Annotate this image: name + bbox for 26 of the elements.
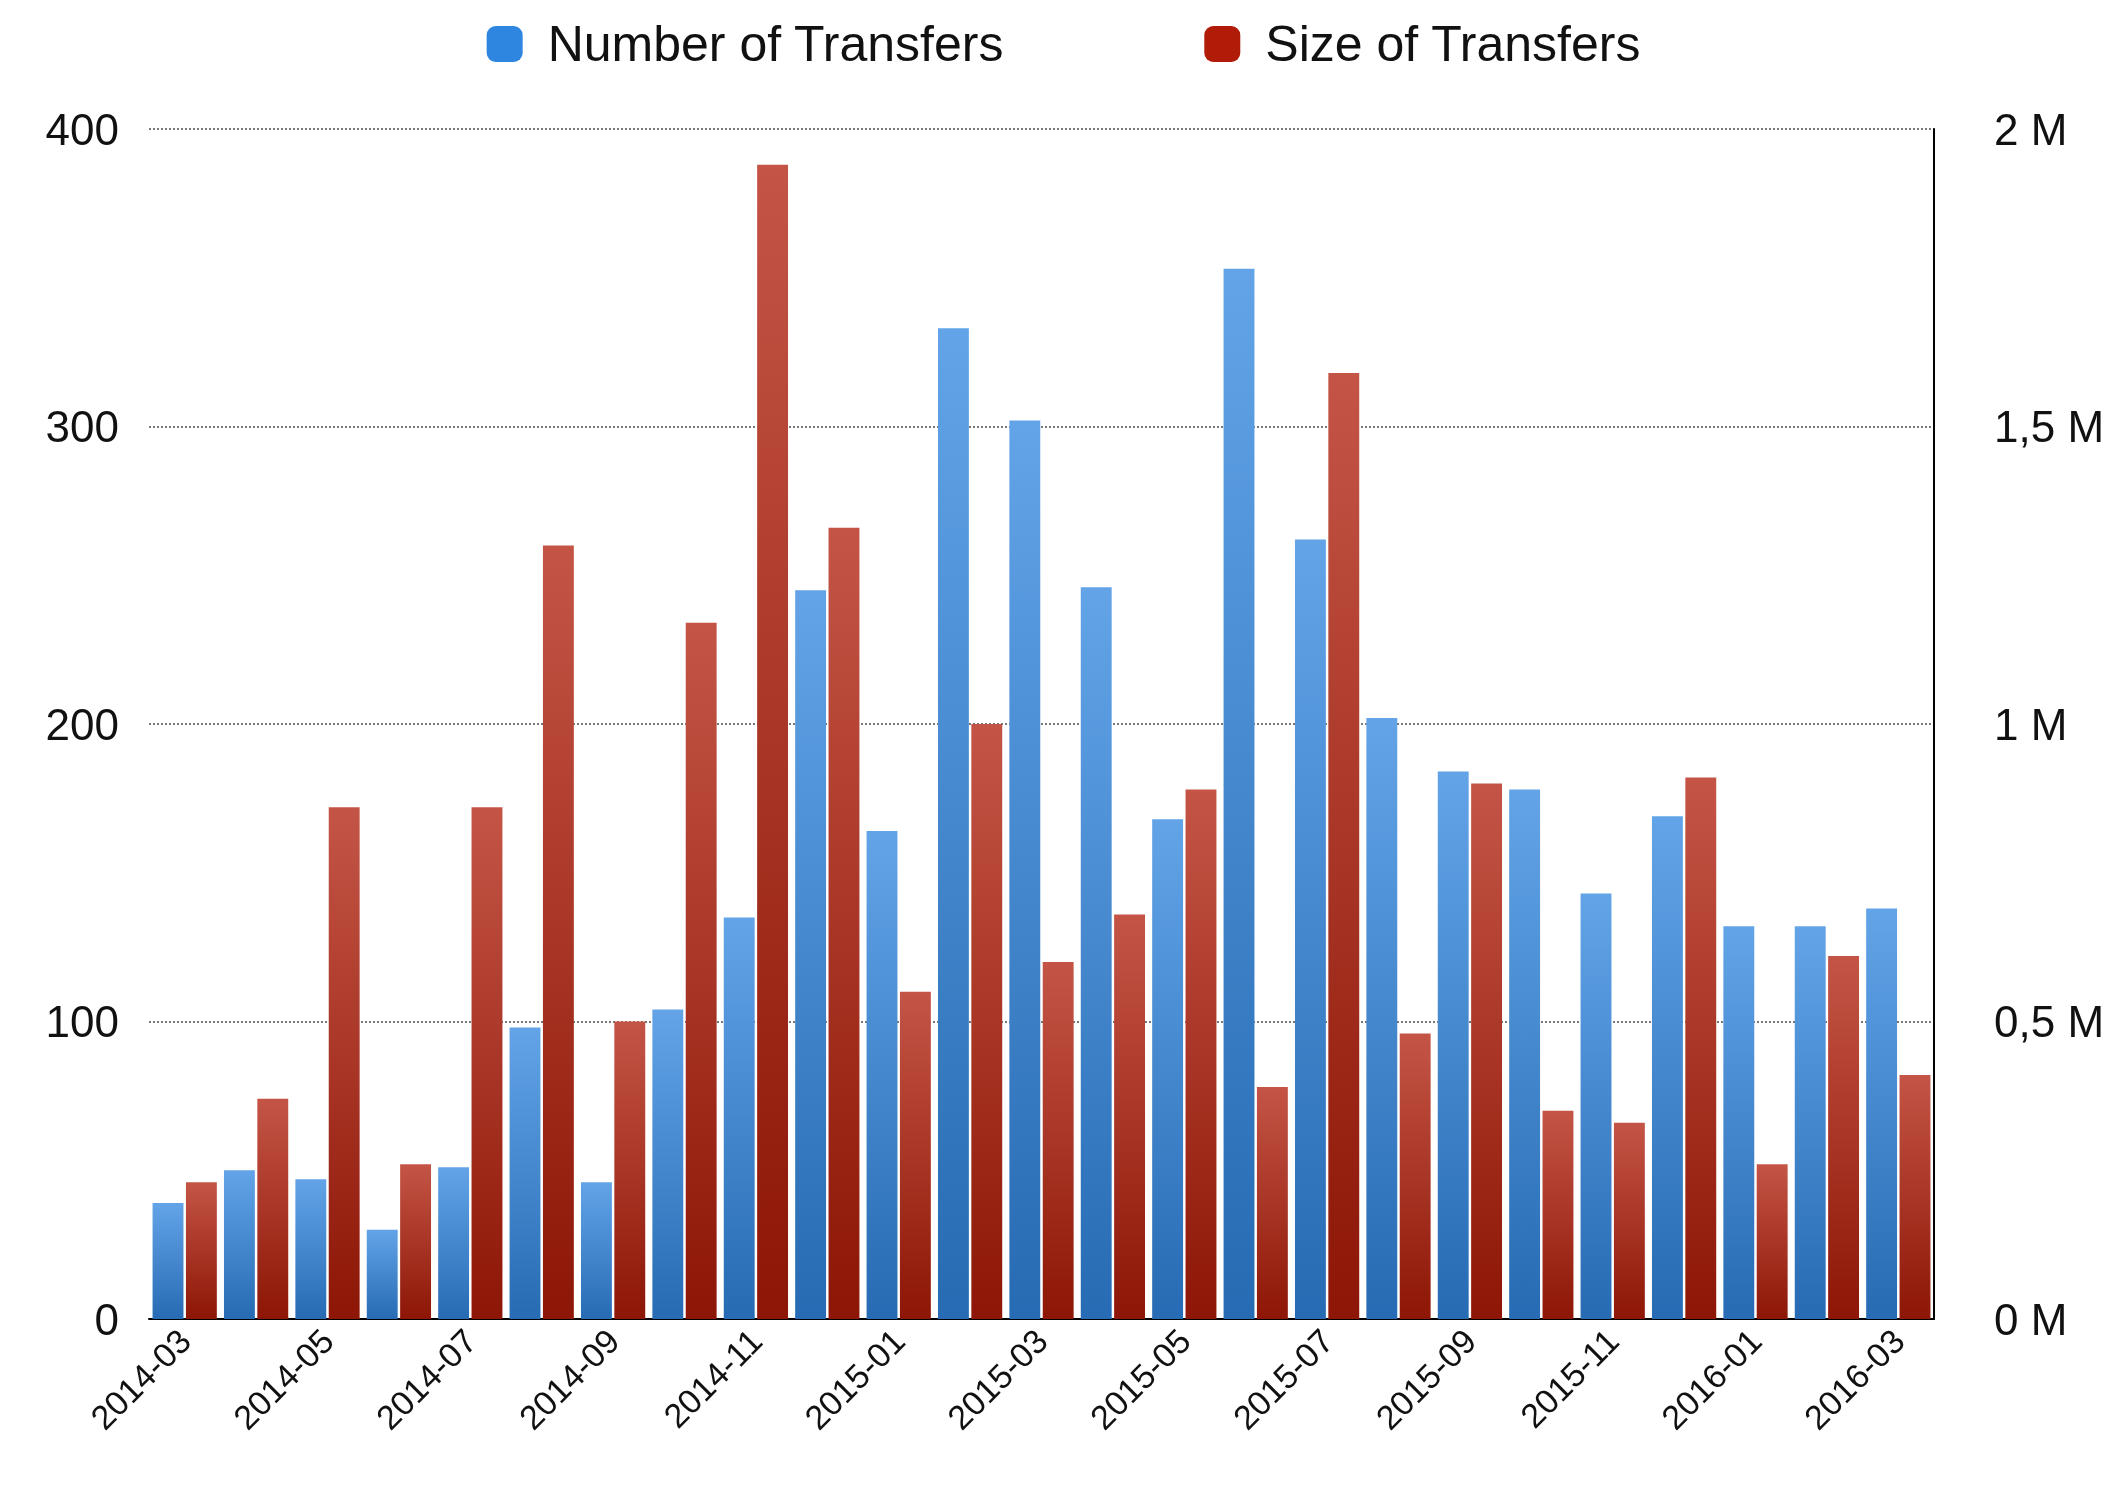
- y-tick-label: 200: [45, 699, 119, 749]
- bar: [542, 545, 574, 1319]
- bar: [1256, 1086, 1288, 1319]
- y2-tick-label: 2 M: [1994, 104, 2068, 154]
- bar: [471, 807, 503, 1319]
- bar: [685, 622, 717, 1319]
- y-tick-label: 100: [45, 997, 119, 1046]
- bar: [295, 1179, 327, 1319]
- y2-tick-label: 1,5 M: [1994, 402, 2105, 451]
- y2-tick-label: 0 M: [1994, 1294, 2068, 1344]
- bar: [614, 1021, 646, 1319]
- bar: [438, 1167, 470, 1319]
- legend-label: Number of Transfers: [547, 16, 1004, 72]
- y-tick-label: 300: [45, 402, 119, 451]
- bar: [1580, 893, 1612, 1319]
- bar: [328, 807, 360, 1319]
- legend-label: Size of Transfers: [1265, 16, 1641, 72]
- bar: [757, 164, 789, 1319]
- bar: [1366, 718, 1398, 1319]
- y2-tick-label: 1 M: [1994, 699, 2068, 749]
- bar: [1009, 420, 1041, 1319]
- bar: [1509, 789, 1541, 1319]
- bar: [1723, 926, 1755, 1319]
- bar: [1223, 268, 1255, 1319]
- y-tick-label: 400: [45, 104, 119, 154]
- y2-tick-label: 0,5 M: [1994, 997, 2105, 1046]
